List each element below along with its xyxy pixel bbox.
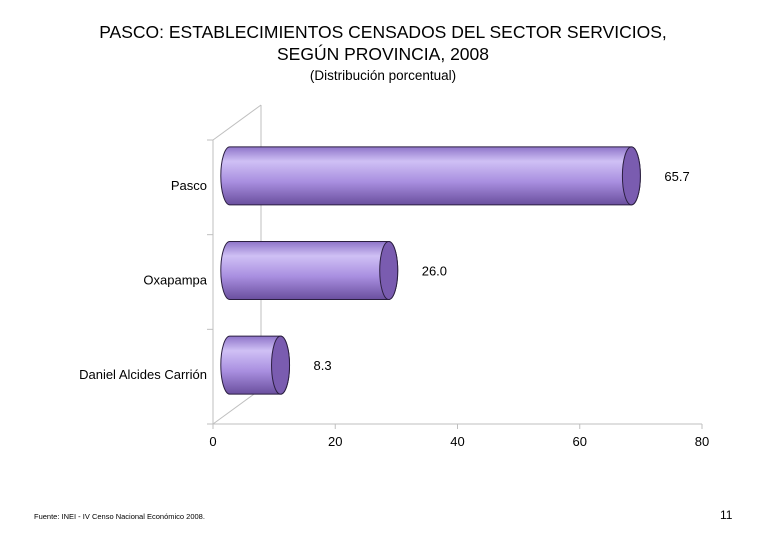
bar-1 — [220, 146, 641, 206]
bar-3 — [220, 335, 291, 395]
floor-depth-line — [212, 388, 262, 425]
x-tick-label: 40 — [450, 434, 464, 449]
bar-end-cap — [379, 241, 399, 300]
x-tick-label: 0 — [209, 434, 216, 449]
bar-2 — [220, 241, 399, 300]
bar-end-cap — [271, 335, 291, 395]
category-label: Daniel Alcides Carrión — [79, 367, 207, 382]
bar-value-label: 65.7 — [664, 169, 689, 184]
chart-subtitle: (Distribución porcentual) — [309, 68, 457, 83]
bar-body — [220, 146, 641, 206]
category-label: Pasco — [171, 178, 207, 193]
chart-title-line1: PASCO: ESTABLECIMIENTOS CENSADOS DEL SEC… — [99, 22, 667, 42]
bar-value-label: 8.3 — [314, 358, 332, 373]
page-number: 11 — [720, 508, 733, 522]
category-label: Oxapampa — [143, 273, 207, 288]
bar-end-cap — [621, 146, 641, 206]
x-tick-label: 80 — [695, 434, 709, 449]
source-note: Fuente: INEI - IV Censo Nacional Económi… — [34, 512, 205, 521]
x-tick-label: 60 — [573, 434, 587, 449]
bar-value-label: 26.0 — [422, 264, 447, 279]
top-depth-line — [212, 104, 262, 141]
bar-body — [220, 241, 399, 300]
chart-title-line2: SEGÚN PROVINCIA, 2008 — [276, 44, 490, 64]
x-tick-label: 20 — [328, 434, 342, 449]
